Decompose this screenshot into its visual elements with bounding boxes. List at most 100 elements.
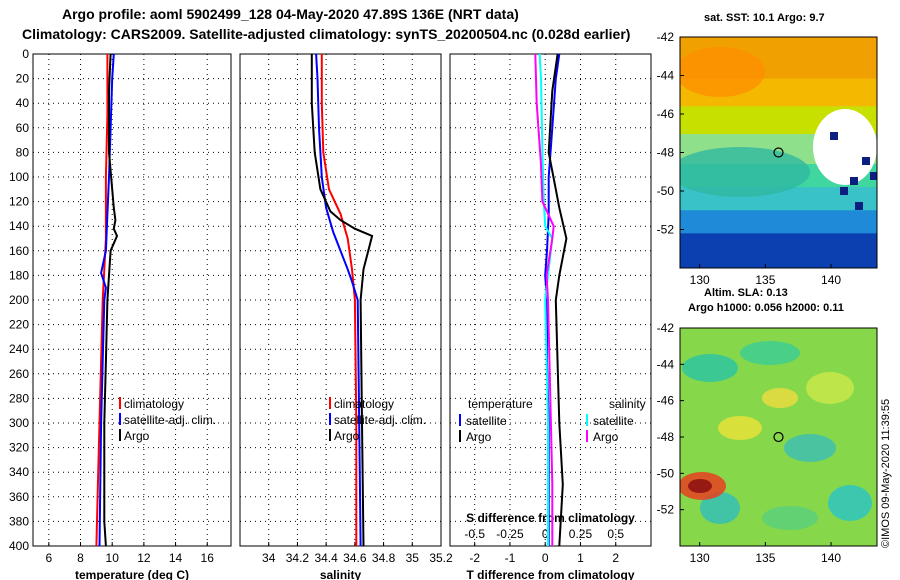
legend-label: satellite [466,414,507,428]
argo-position-marker [773,147,784,158]
title-line-2: Climatology: CARS2009. Satellite-adjuste… [22,26,631,42]
sla-map: -42 -44 -46 -48 -50 -52 130 135 140 [657,321,878,565]
map-x-tick-label: 130 [690,273,710,287]
y-tick-label: 240 [9,342,29,356]
x-axis-label: temperature (deg C) [75,568,189,580]
argo-position-marker [773,431,784,443]
x-tick-label: 8 [77,551,84,565]
legend-swatch [329,413,331,425]
y-tick-label: 200 [9,293,29,307]
legend-swatch [586,414,588,426]
sst-map-field [680,37,877,268]
sst-cool-patch [680,147,810,197]
y-tick-label: 220 [9,318,29,332]
legend-label: Argo [124,429,150,443]
sla-title-line-1: Altim. SLA: 0.13 [704,287,788,299]
title-line-1: Argo profile: aoml 5902499_128 04-May-20… [62,6,519,22]
y-tick-label: 360 [9,490,29,504]
sst-map: -42 -44 -46 -48 -50 -52 130 135 140 [657,30,878,287]
sla-anomaly-patch [806,372,854,404]
map-x-tick-label: 140 [821,551,841,565]
y-tick-label: 260 [9,367,29,381]
legend-swatch [329,397,331,409]
y-tick-label: 160 [9,244,29,258]
sla-anomaly-patch [784,434,836,462]
legend-title-temperature: temperature [468,397,533,411]
sst-band [680,233,877,268]
x-tick-label: -2 [469,551,480,565]
series-line-satellite-adj-clim- [98,53,115,547]
y-tick-label: 280 [9,391,29,405]
legend-label: climatology [124,397,184,411]
legend-swatch [119,397,121,409]
y-tick-label: 120 [9,195,29,209]
sst-pixel [870,172,877,180]
x-tick-label: 12 [137,551,151,565]
x-tick-label: 34.4 [314,551,338,565]
secondary-axis-label: S difference from climatology [466,511,635,525]
secondary-tick-label: 0.25 [569,527,593,541]
legend-swatch [329,429,331,441]
series-line-argo [103,53,119,547]
map-y-tick-label: -50 [657,466,675,480]
series-line-argo [310,54,374,547]
legend-label: satellite [593,414,634,428]
x-tick-label: 1 [577,551,584,565]
y-tick-label: 180 [9,268,29,282]
legend-swatch [459,414,461,426]
y-tick-label: 40 [16,96,30,110]
plot-frame [32,53,232,547]
map-y-tick-label: -44 [657,357,675,371]
map-y-tick-label: -44 [657,69,675,83]
sla-anomaly-patch [762,388,798,408]
map-y-tick-label: -48 [657,146,675,160]
legend-label: satellite-adj. clim. [124,413,216,427]
y-tick-label: 20 [16,72,30,86]
series-line-climatology [95,54,109,547]
map-y-tick-label: -46 [657,394,675,408]
sst-map-title: sat. SST: 10.1 Argo: 9.7 [704,12,825,24]
series-line-salinity-satellite [538,53,554,546]
map-y-tick-label: -52 [657,223,675,237]
sst-cloud-mask [813,109,877,185]
x-tick-label: 35 [406,551,420,565]
sst-pixel [840,187,848,195]
y-tick-label: 80 [16,145,30,159]
series-line-temperature-argo [547,53,568,547]
sla-title-line-2: Argo h1000: 0.056 h2000: 0.11 [688,302,844,314]
legend-label: climatology [334,397,394,411]
sla-anomaly-patch [740,341,800,365]
y-tick-label: 100 [9,170,29,184]
sla-anomaly-patch [718,416,762,440]
map-x-tick-label: 135 [755,273,775,287]
y-tick-label: 0 [22,47,29,61]
sst-pixel [855,202,863,210]
x-tick-label: 34 [262,551,276,565]
x-tick-label: 34.8 [372,551,396,565]
legend-swatch [119,413,121,425]
map-x-tick-label: 130 [690,551,710,565]
legend-label: Argo [593,430,619,444]
map-x-tick-label: 140 [821,273,841,287]
sst-pixel [830,132,838,140]
series-line-satellite-adj-clim- [315,53,362,547]
map-y-tick-label: -42 [657,321,675,335]
legend-title-salinity: salinity [609,397,646,411]
map-y-tick-label: -42 [657,30,675,44]
x-tick-label: 35.2 [429,551,453,565]
sst-warm-patch [680,47,765,97]
x-tick-label: 16 [201,551,215,565]
temperature-profile-panel: 0 20 40 60 80 100 120 140 160 180 200 220 240 260 280 3… [9,47,232,580]
sla-anomaly-patch [828,485,872,521]
y-tick-label: 300 [9,416,29,430]
legend-swatch [119,429,121,441]
secondary-tick-label: -0.25 [496,527,524,541]
x-tick-label: 10 [106,551,120,565]
map-y-tick-label: -46 [657,107,675,121]
sla-map-field [680,328,877,546]
x-tick-label: -1 [505,551,516,565]
series-line-salinity-argo [534,53,555,546]
x-tick-label: 2 [612,551,619,565]
map-y-tick-label: -50 [657,184,675,198]
map-x-tick-label: 135 [755,551,775,565]
